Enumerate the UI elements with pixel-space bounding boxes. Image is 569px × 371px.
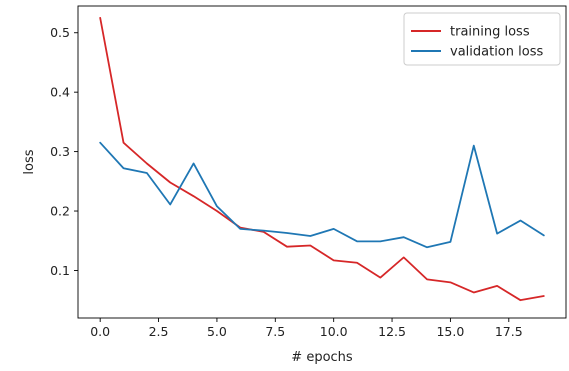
- x-tick-label: 12.5: [378, 324, 406, 339]
- y-axis-label: loss: [22, 149, 37, 174]
- x-tick-label: 7.5: [265, 324, 285, 339]
- y-tick-label: 0.1: [50, 263, 70, 278]
- x-tick-label: 5.0: [207, 324, 227, 339]
- y-tick-label: 0.3: [50, 144, 70, 159]
- legend-label-training-loss: training loss: [450, 25, 530, 40]
- legend: training loss validation loss: [403, 12, 561, 66]
- y-tick-label: 0.2: [50, 204, 70, 219]
- y-tick-label: 0.5: [50, 25, 70, 40]
- y-tick-label: 0.4: [50, 85, 70, 100]
- x-tick-label: 17.5: [495, 324, 523, 339]
- x-tick-label: 15.0: [436, 324, 464, 339]
- y-axis: 0.1 0.2 0.3 0.4 0.5: [50, 25, 78, 278]
- legend-label-validation-loss: validation loss: [450, 45, 543, 60]
- validation-loss-line: [99, 141, 545, 249]
- x-axis: 0.0 2.5 5.0 7.5 10.0 12.5 15.0 17.5: [90, 318, 523, 339]
- x-axis-label: # epochs: [291, 350, 353, 365]
- legend-box: [403, 12, 561, 66]
- x-tick-label: 10.0: [320, 324, 348, 339]
- series-lines: [99, 16, 545, 302]
- x-tick-label: 0.0: [90, 324, 110, 339]
- training-loss-line: [99, 16, 545, 302]
- x-tick-label: 2.5: [149, 324, 169, 339]
